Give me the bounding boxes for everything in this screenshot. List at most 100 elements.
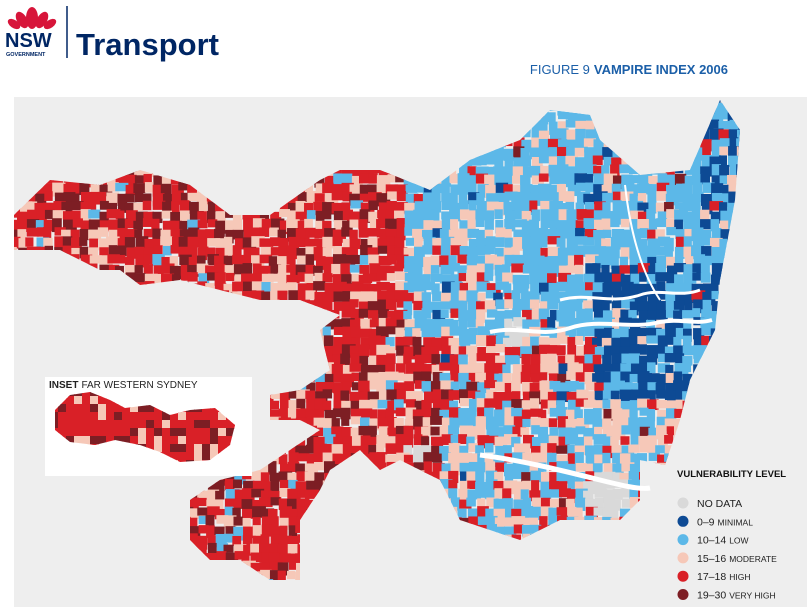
map-area (341, 400, 351, 413)
map-area (349, 264, 363, 273)
map-area (349, 247, 358, 261)
map-area (152, 228, 162, 241)
map-area (252, 480, 265, 493)
map-area (80, 191, 93, 206)
map-area (421, 328, 436, 338)
map-area (529, 398, 540, 410)
map-area (513, 317, 527, 327)
map-area (468, 200, 477, 212)
map-area (430, 436, 444, 449)
map-area (720, 193, 732, 207)
map-area (566, 146, 578, 158)
map-area (719, 175, 734, 185)
map-area (359, 193, 370, 202)
map-area (162, 193, 176, 205)
map-area (565, 291, 578, 300)
map-area (333, 382, 346, 394)
map-area (637, 371, 650, 385)
map-area (439, 372, 451, 385)
map-area (188, 227, 199, 238)
map-area (583, 237, 595, 246)
map-area (314, 398, 326, 412)
map-area (620, 371, 632, 383)
map-area (567, 444, 579, 459)
map-area (368, 254, 381, 265)
map-area (486, 389, 497, 401)
map-area (207, 254, 219, 266)
map-area (477, 292, 486, 304)
map-area (225, 489, 240, 501)
map-area (385, 337, 395, 347)
map-area (36, 183, 48, 196)
map-area (548, 282, 559, 293)
map-area (449, 400, 459, 414)
map-area (665, 283, 680, 295)
map-area (170, 245, 179, 254)
map-area (261, 218, 276, 229)
map-area (711, 147, 721, 159)
map-area (612, 363, 627, 372)
map-area (349, 345, 360, 356)
map-area (413, 445, 424, 459)
map-area (369, 409, 378, 423)
map-area (270, 264, 282, 279)
map-area (711, 290, 722, 300)
map-area (214, 283, 227, 295)
map-area (423, 337, 435, 351)
map-area (458, 488, 470, 500)
map-area (539, 372, 548, 381)
map-area (556, 461, 569, 472)
map-area (710, 274, 721, 285)
map-area (484, 454, 496, 466)
inset-area (162, 428, 171, 437)
map-area (468, 516, 479, 527)
map-area (556, 454, 570, 464)
map-area (367, 247, 380, 259)
map-area (583, 363, 595, 376)
inset-area (58, 420, 67, 429)
map-area (431, 354, 440, 365)
map-area (360, 444, 372, 457)
inset-area (114, 436, 123, 445)
map-area (468, 327, 478, 342)
map-area (674, 274, 684, 285)
map-area (485, 371, 499, 382)
map-area (459, 200, 469, 214)
map-area (665, 300, 675, 311)
map-area (198, 273, 210, 286)
map-area (522, 319, 537, 331)
map-area (287, 553, 298, 562)
map-area (576, 345, 588, 358)
map-area (441, 336, 454, 348)
map-area (215, 490, 225, 500)
map-area (261, 282, 271, 295)
map-area (520, 346, 532, 358)
map-area (540, 165, 554, 178)
map-area (504, 508, 517, 523)
map-area (143, 264, 153, 277)
map-area (63, 183, 76, 195)
map-area (349, 319, 363, 331)
map-area (304, 273, 314, 288)
map-area (324, 443, 334, 455)
map-area (494, 146, 504, 160)
map-area (503, 425, 516, 435)
map-area (502, 373, 512, 385)
map-area (99, 255, 113, 265)
map-area (511, 391, 521, 406)
map-area (52, 218, 62, 233)
map-area (475, 470, 485, 483)
map-area (566, 238, 578, 250)
map-area (648, 265, 660, 278)
map-area (468, 461, 480, 476)
inset-area (138, 404, 147, 413)
map-area (664, 319, 675, 332)
inset-area (138, 412, 147, 421)
map-area (511, 380, 521, 394)
map-area (430, 346, 440, 359)
map-area (556, 184, 566, 198)
map-area (684, 175, 694, 185)
map-area (432, 319, 442, 329)
map-area (540, 220, 554, 229)
map-area (214, 228, 225, 242)
